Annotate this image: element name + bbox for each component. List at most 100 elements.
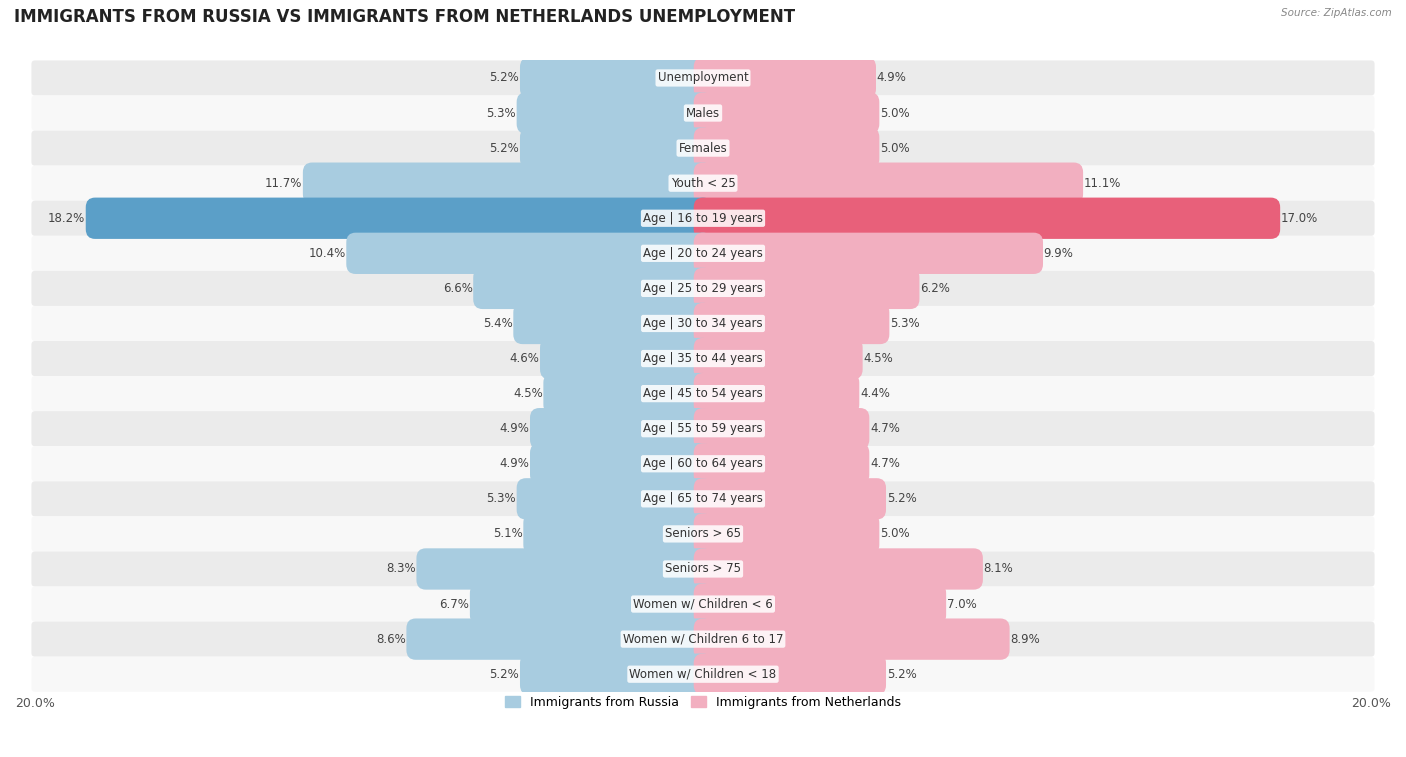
FancyBboxPatch shape [31, 130, 1375, 166]
FancyBboxPatch shape [693, 373, 859, 414]
Text: 11.1%: 11.1% [1084, 176, 1121, 190]
Text: Males: Males [686, 107, 720, 120]
FancyBboxPatch shape [693, 303, 890, 344]
Text: 5.0%: 5.0% [880, 107, 910, 120]
FancyBboxPatch shape [693, 232, 1043, 274]
FancyBboxPatch shape [31, 551, 1375, 587]
Text: 17.0%: 17.0% [1281, 212, 1317, 225]
FancyBboxPatch shape [530, 443, 713, 484]
Text: Age | 55 to 59 years: Age | 55 to 59 years [643, 422, 763, 435]
FancyBboxPatch shape [520, 127, 713, 169]
FancyBboxPatch shape [516, 478, 713, 519]
FancyBboxPatch shape [693, 338, 863, 379]
Text: 5.2%: 5.2% [489, 668, 519, 681]
Text: Females: Females [679, 142, 727, 154]
FancyBboxPatch shape [530, 408, 713, 450]
Text: 4.7%: 4.7% [870, 422, 900, 435]
FancyBboxPatch shape [31, 376, 1375, 411]
Text: IMMIGRANTS FROM RUSSIA VS IMMIGRANTS FROM NETHERLANDS UNEMPLOYMENT: IMMIGRANTS FROM RUSSIA VS IMMIGRANTS FRO… [14, 8, 796, 26]
Text: 8.6%: 8.6% [375, 633, 406, 646]
Text: 5.0%: 5.0% [880, 528, 910, 540]
FancyBboxPatch shape [540, 338, 713, 379]
FancyBboxPatch shape [523, 513, 713, 555]
Text: Seniors > 75: Seniors > 75 [665, 562, 741, 575]
FancyBboxPatch shape [693, 513, 879, 555]
FancyBboxPatch shape [693, 58, 876, 98]
FancyBboxPatch shape [31, 271, 1375, 306]
FancyBboxPatch shape [693, 618, 1010, 660]
Text: Age | 25 to 29 years: Age | 25 to 29 years [643, 282, 763, 295]
FancyBboxPatch shape [520, 58, 713, 98]
Text: 4.6%: 4.6% [509, 352, 540, 365]
FancyBboxPatch shape [86, 198, 713, 239]
FancyBboxPatch shape [693, 163, 1083, 204]
Text: 5.2%: 5.2% [489, 142, 519, 154]
Text: 6.2%: 6.2% [920, 282, 950, 295]
FancyBboxPatch shape [693, 443, 869, 484]
FancyBboxPatch shape [693, 478, 886, 519]
Text: 6.6%: 6.6% [443, 282, 472, 295]
FancyBboxPatch shape [31, 587, 1375, 621]
Text: 5.2%: 5.2% [887, 492, 917, 506]
FancyBboxPatch shape [31, 481, 1375, 516]
FancyBboxPatch shape [416, 548, 713, 590]
FancyBboxPatch shape [346, 232, 713, 274]
Text: 11.7%: 11.7% [264, 176, 302, 190]
Text: Women w/ Children 6 to 17: Women w/ Children 6 to 17 [623, 633, 783, 646]
FancyBboxPatch shape [31, 166, 1375, 201]
FancyBboxPatch shape [31, 656, 1375, 692]
FancyBboxPatch shape [31, 516, 1375, 551]
Text: 5.4%: 5.4% [482, 317, 513, 330]
Text: 4.9%: 4.9% [499, 457, 529, 470]
FancyBboxPatch shape [31, 95, 1375, 130]
Legend: Immigrants from Russia, Immigrants from Netherlands: Immigrants from Russia, Immigrants from … [499, 691, 907, 714]
Text: 5.3%: 5.3% [486, 107, 516, 120]
FancyBboxPatch shape [693, 584, 946, 625]
Text: 4.7%: 4.7% [870, 457, 900, 470]
Text: Age | 60 to 64 years: Age | 60 to 64 years [643, 457, 763, 470]
FancyBboxPatch shape [543, 373, 713, 414]
FancyBboxPatch shape [31, 61, 1375, 95]
FancyBboxPatch shape [693, 92, 879, 134]
FancyBboxPatch shape [474, 268, 713, 309]
Text: 4.5%: 4.5% [863, 352, 893, 365]
Text: Source: ZipAtlas.com: Source: ZipAtlas.com [1281, 8, 1392, 17]
Text: Women w/ Children < 6: Women w/ Children < 6 [633, 597, 773, 611]
Text: 8.1%: 8.1% [984, 562, 1014, 575]
Text: 8.9%: 8.9% [1011, 633, 1040, 646]
Text: 7.0%: 7.0% [946, 597, 977, 611]
Text: Age | 20 to 24 years: Age | 20 to 24 years [643, 247, 763, 260]
Text: 5.3%: 5.3% [486, 492, 516, 506]
FancyBboxPatch shape [31, 411, 1375, 446]
Text: 8.3%: 8.3% [387, 562, 416, 575]
Text: Age | 65 to 74 years: Age | 65 to 74 years [643, 492, 763, 506]
FancyBboxPatch shape [470, 584, 713, 625]
FancyBboxPatch shape [31, 306, 1375, 341]
Text: Age | 30 to 34 years: Age | 30 to 34 years [643, 317, 763, 330]
FancyBboxPatch shape [31, 235, 1375, 271]
Text: Seniors > 65: Seniors > 65 [665, 528, 741, 540]
FancyBboxPatch shape [302, 163, 713, 204]
FancyBboxPatch shape [31, 341, 1375, 376]
FancyBboxPatch shape [406, 618, 713, 660]
Text: 4.9%: 4.9% [877, 71, 907, 85]
Text: Unemployment: Unemployment [658, 71, 748, 85]
Text: 5.2%: 5.2% [489, 71, 519, 85]
FancyBboxPatch shape [516, 92, 713, 134]
FancyBboxPatch shape [693, 127, 879, 169]
Text: 4.9%: 4.9% [499, 422, 529, 435]
Text: 9.9%: 9.9% [1043, 247, 1074, 260]
Text: 5.0%: 5.0% [880, 142, 910, 154]
FancyBboxPatch shape [520, 653, 713, 695]
Text: 10.4%: 10.4% [308, 247, 346, 260]
Text: 5.1%: 5.1% [494, 528, 523, 540]
FancyBboxPatch shape [693, 408, 869, 450]
FancyBboxPatch shape [513, 303, 713, 344]
FancyBboxPatch shape [31, 201, 1375, 235]
Text: 4.5%: 4.5% [513, 387, 543, 400]
Text: Age | 35 to 44 years: Age | 35 to 44 years [643, 352, 763, 365]
Text: Women w/ Children < 18: Women w/ Children < 18 [630, 668, 776, 681]
Text: Youth < 25: Youth < 25 [671, 176, 735, 190]
Text: Age | 16 to 19 years: Age | 16 to 19 years [643, 212, 763, 225]
Text: 18.2%: 18.2% [48, 212, 84, 225]
